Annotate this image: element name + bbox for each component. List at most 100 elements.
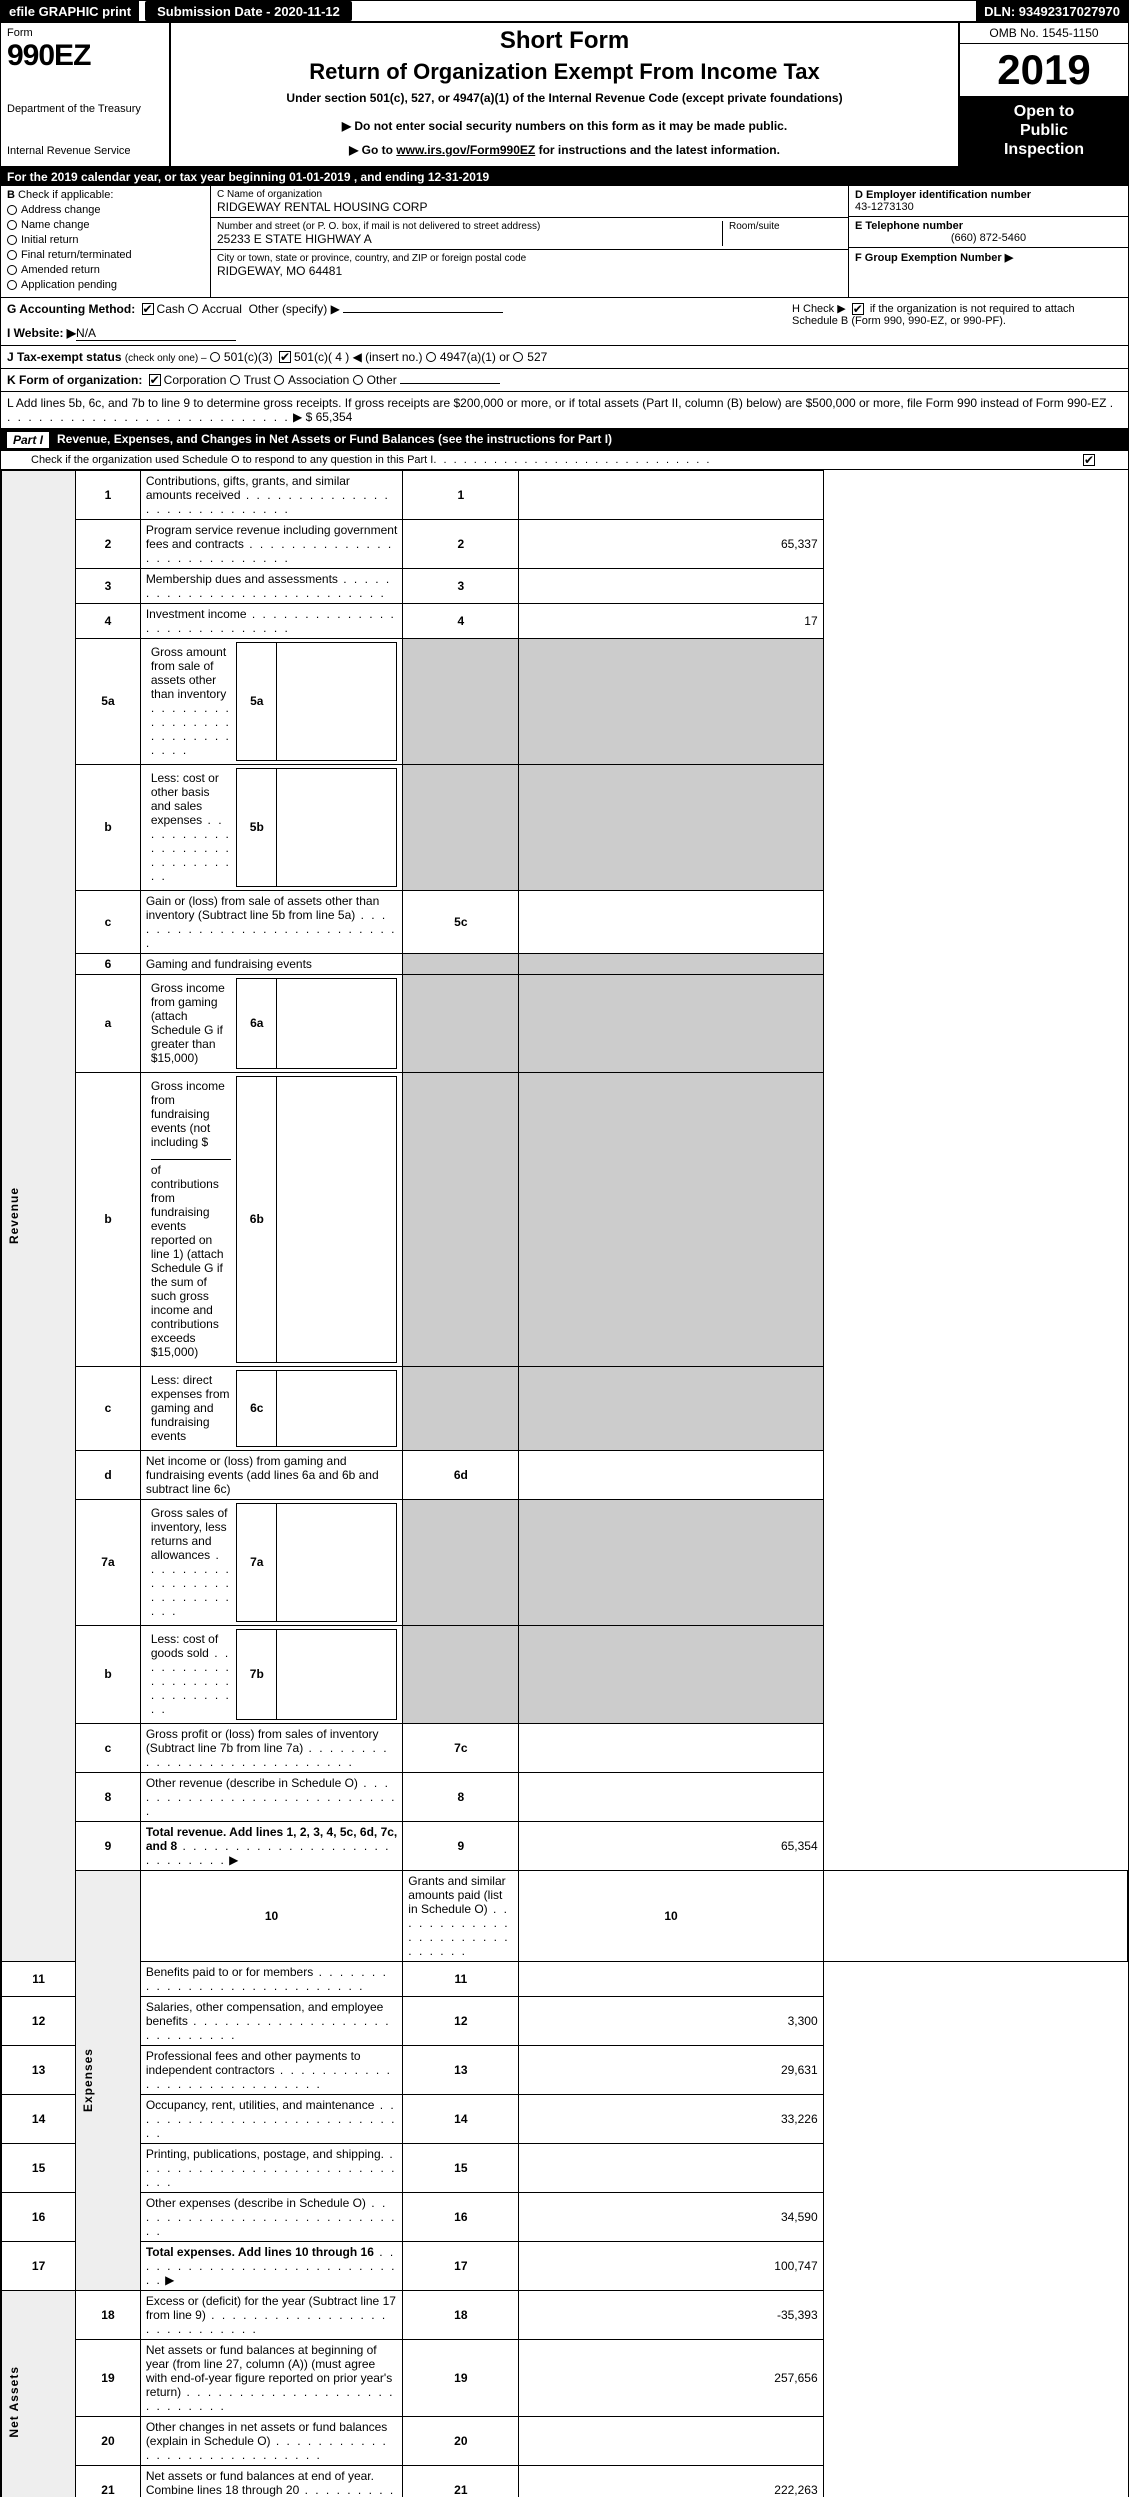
j-o4: 527 [527,350,547,364]
f-group-label: F Group Exemption Number ▶ [855,252,1013,264]
open-line1: Open to [964,102,1124,121]
table-row: 8 Other revenue (describe in Schedule O)… [2,1772,1128,1821]
goto-link[interactable]: www.irs.gov/Form990EZ [396,143,535,157]
table-row: c Less: direct expenses from gaming and … [2,1366,1128,1450]
line-ref: 1 [403,470,519,519]
l-amt: ▶ $ 65,354 [293,410,352,424]
short-form-title: Short Form [181,27,948,55]
radio-icon[interactable] [188,304,198,314]
e-phone-label: E Telephone number [855,220,963,232]
table-row: b Gross income from fundraising events (… [2,1072,1128,1366]
part1-scho-check[interactable] [1083,454,1095,466]
table-row: 17 Total expenses. Add lines 10 through … [2,2241,1128,2290]
tax-year-text: For the 2019 calendar year, or tax year … [7,170,489,184]
table-row: c Gross profit or (loss) from sales of i… [2,1723,1128,1772]
b-opt-amended[interactable]: Amended return [7,264,204,276]
radio-icon[interactable] [7,235,17,245]
radio-icon[interactable] [513,352,523,362]
e-phone-row: E Telephone number (660) 872-5460 [849,217,1128,248]
radio-icon[interactable] [230,375,240,385]
table-row: 2 Program service revenue including gove… [2,519,1128,568]
table-row: 20 Other changes in net assets or fund b… [2,2416,1128,2465]
radio-icon[interactable] [7,265,17,275]
table-row: d Net income or (loss) from gaming and f… [2,1450,1128,1499]
goto-pre: ▶ Go to [349,143,396,157]
table-row: 3 Membership dues and assessments 3 [2,568,1128,603]
i-website-value: N/A [76,326,236,341]
row-g: G Accounting Method: Cash Accrual Other … [7,302,792,341]
d-ein-label: D Employer identification number [855,189,1031,201]
tax-year-line: For the 2019 calendar year, or tax year … [1,168,1128,186]
radio-icon[interactable] [7,250,17,260]
k-other-input[interactable] [400,383,500,384]
b-check-if: Check if applicable: [18,189,113,201]
expenses-side-label: Expenses [76,1870,141,2290]
radio-icon[interactable] [353,375,363,385]
part1-sub: Check if the organization used Schedule … [1,451,1128,470]
j-note: (check only one) – [125,353,207,364]
k-corp: Corporation [164,373,227,387]
b-opt-address[interactable]: Address change [7,204,204,216]
radio-icon[interactable] [210,352,220,362]
e-phone-value: (660) 872-5460 [855,232,1122,244]
f-group-row: F Group Exemption Number ▶ [849,248,1128,297]
c-name-value: RIDGEWAY RENTAL HOUSING CORP [217,200,842,214]
dots-icon [433,454,711,466]
i-label: I Website: ▶ [7,326,76,340]
g-cash-check[interactable] [142,303,154,315]
part1-sub-text: Check if the organization used Schedule … [31,454,433,466]
j-o1: 501(c)(3) [224,350,273,364]
table-row: 11 Benefits paid to or for members 11 [2,1961,1128,1996]
j-o2: 501(c)( 4 ) ◀ (insert no.) [294,350,423,364]
efile-graphic-print[interactable]: efile GRAPHIC print [1,1,139,21]
header-right: OMB No. 1545-1150 2019 Open to Public In… [958,23,1128,166]
b-opt-initial[interactable]: Initial return [7,234,204,246]
b-opt-final[interactable]: Final return/terminated [7,249,204,261]
submission-date-pill: Submission Date - 2020-11-12 [145,1,352,21]
table-row: 14 Occupancy, rent, utilities, and maint… [2,2094,1128,2143]
c-city-value: RIDGEWAY, MO 64481 [217,264,842,278]
open-to-public: Open to Public Inspection [960,96,1128,166]
table-row: Expenses 10 Grants and similar amounts p… [2,1870,1128,1961]
dln-label: DLN: 93492317027970 [976,1,1128,21]
row-l: L Add lines 5b, 6c, and 7b to line 9 to … [1,392,1128,429]
row-g-h: G Accounting Method: Cash Accrual Other … [1,298,1128,346]
j-o2-check[interactable] [279,351,291,363]
do-not-enter: ▶ Do not enter social security numbers o… [181,119,948,133]
part1-header: Part I Revenue, Expenses, and Changes in… [1,429,1128,451]
radio-icon[interactable] [274,375,284,385]
radio-icon[interactable] [7,280,17,290]
goto-line: ▶ Go to www.irs.gov/Form990EZ for instru… [181,143,948,157]
row-j: J Tax-exempt status (check only one) – 5… [1,346,1128,369]
c-city-label: City or town, state or province, country… [217,253,842,264]
h-text1: H Check ▶ [792,303,846,315]
g-other-input[interactable] [343,312,503,313]
k-other: Other [367,373,397,387]
c-street-row: Number and street (or P. O. box, if mail… [211,218,848,250]
k-trust: Trust [244,373,271,387]
c-street-label: Number and street (or P. O. box, if mail… [217,221,722,232]
part1-tab: Part I [7,432,49,448]
c-name-row: C Name of organization RIDGEWAY RENTAL H… [211,186,848,218]
b-opt-pending[interactable]: Application pending [7,279,204,291]
radio-icon[interactable] [426,352,436,362]
c-name-label: C Name of organization [217,189,842,200]
j-label: J Tax-exempt status [7,350,122,364]
6b-amount-input[interactable] [151,1159,231,1160]
table-row: 5a Gross amount from sale of assets othe… [2,638,1128,764]
open-line3: Inspection [964,140,1124,159]
table-row: 16 Other expenses (describe in Schedule … [2,2192,1128,2241]
row-h: H Check ▶ if the organization is not req… [792,302,1122,341]
top-bar: efile GRAPHIC print Submission Date - 20… [1,1,1128,23]
h-check[interactable] [852,303,864,315]
radio-icon[interactable] [7,205,17,215]
g-other: Other (specify) ▶ [249,302,340,316]
k-label: K Form of organization: [7,373,142,387]
b-opt-name[interactable]: Name change [7,219,204,231]
l-text: L Add lines 5b, 6c, and 7b to line 9 to … [7,396,1106,410]
radio-icon[interactable] [7,220,17,230]
j-o3: 4947(a)(1) or [440,350,510,364]
revenue-side-label: Revenue [2,470,76,1961]
k-corp-check[interactable] [149,374,161,386]
open-line2: Public [964,121,1124,140]
